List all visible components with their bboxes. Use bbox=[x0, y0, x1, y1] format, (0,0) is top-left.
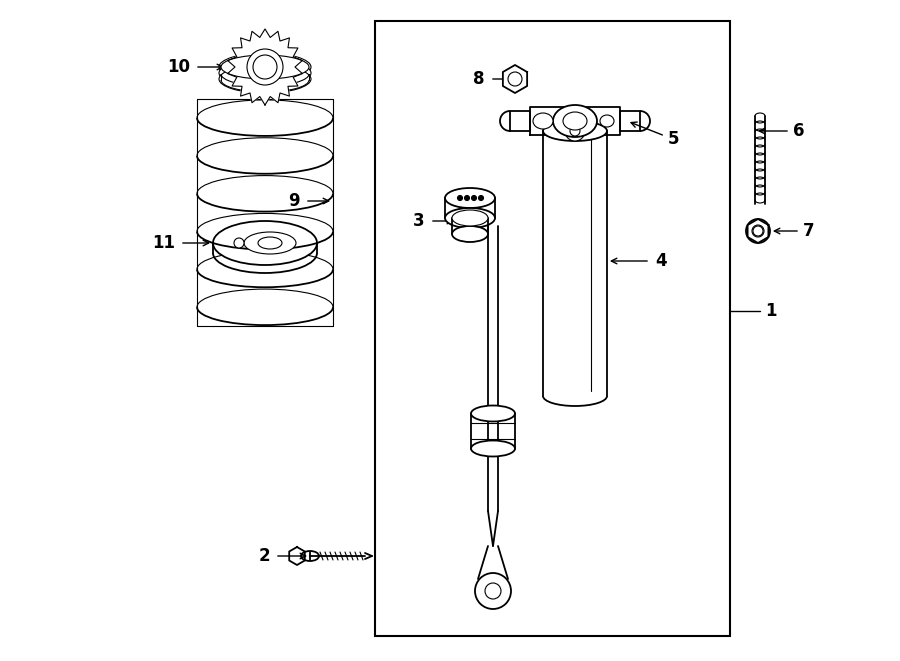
Circle shape bbox=[472, 196, 476, 200]
Circle shape bbox=[464, 196, 470, 200]
Text: 3: 3 bbox=[413, 212, 425, 230]
Text: 6: 6 bbox=[793, 122, 805, 140]
Ellipse shape bbox=[563, 112, 587, 130]
Circle shape bbox=[479, 196, 483, 200]
Ellipse shape bbox=[452, 226, 488, 242]
Ellipse shape bbox=[452, 210, 488, 226]
Ellipse shape bbox=[219, 59, 311, 87]
Circle shape bbox=[746, 219, 770, 243]
Text: 2: 2 bbox=[258, 547, 270, 565]
Ellipse shape bbox=[533, 113, 553, 129]
Ellipse shape bbox=[258, 237, 282, 249]
Polygon shape bbox=[530, 107, 620, 135]
Circle shape bbox=[508, 72, 522, 86]
Circle shape bbox=[457, 196, 463, 200]
Ellipse shape bbox=[219, 65, 311, 93]
Text: 1: 1 bbox=[765, 302, 777, 320]
Text: 11: 11 bbox=[152, 234, 175, 252]
Ellipse shape bbox=[301, 551, 319, 561]
Bar bbox=[375, 21, 730, 636]
Ellipse shape bbox=[471, 440, 515, 457]
Polygon shape bbox=[748, 219, 769, 243]
Circle shape bbox=[247, 49, 283, 85]
Ellipse shape bbox=[213, 221, 317, 265]
Ellipse shape bbox=[244, 232, 296, 254]
Polygon shape bbox=[510, 111, 530, 131]
Ellipse shape bbox=[471, 405, 515, 422]
Ellipse shape bbox=[219, 53, 311, 81]
Text: 8: 8 bbox=[473, 70, 485, 88]
Text: 7: 7 bbox=[803, 222, 815, 240]
Polygon shape bbox=[620, 111, 640, 131]
Circle shape bbox=[234, 238, 244, 248]
Text: 5: 5 bbox=[668, 130, 680, 148]
Circle shape bbox=[753, 226, 763, 236]
Text: 4: 4 bbox=[655, 252, 667, 270]
Ellipse shape bbox=[445, 208, 495, 228]
Circle shape bbox=[565, 121, 585, 141]
Polygon shape bbox=[503, 65, 527, 93]
Text: 9: 9 bbox=[288, 192, 300, 210]
Circle shape bbox=[570, 126, 580, 136]
Text: 10: 10 bbox=[167, 58, 190, 76]
Ellipse shape bbox=[600, 115, 614, 127]
Ellipse shape bbox=[221, 55, 309, 79]
Circle shape bbox=[475, 573, 511, 609]
Polygon shape bbox=[289, 547, 305, 565]
Polygon shape bbox=[228, 29, 302, 105]
Ellipse shape bbox=[445, 188, 495, 208]
Ellipse shape bbox=[553, 105, 597, 137]
Circle shape bbox=[485, 583, 501, 599]
Ellipse shape bbox=[543, 121, 607, 141]
